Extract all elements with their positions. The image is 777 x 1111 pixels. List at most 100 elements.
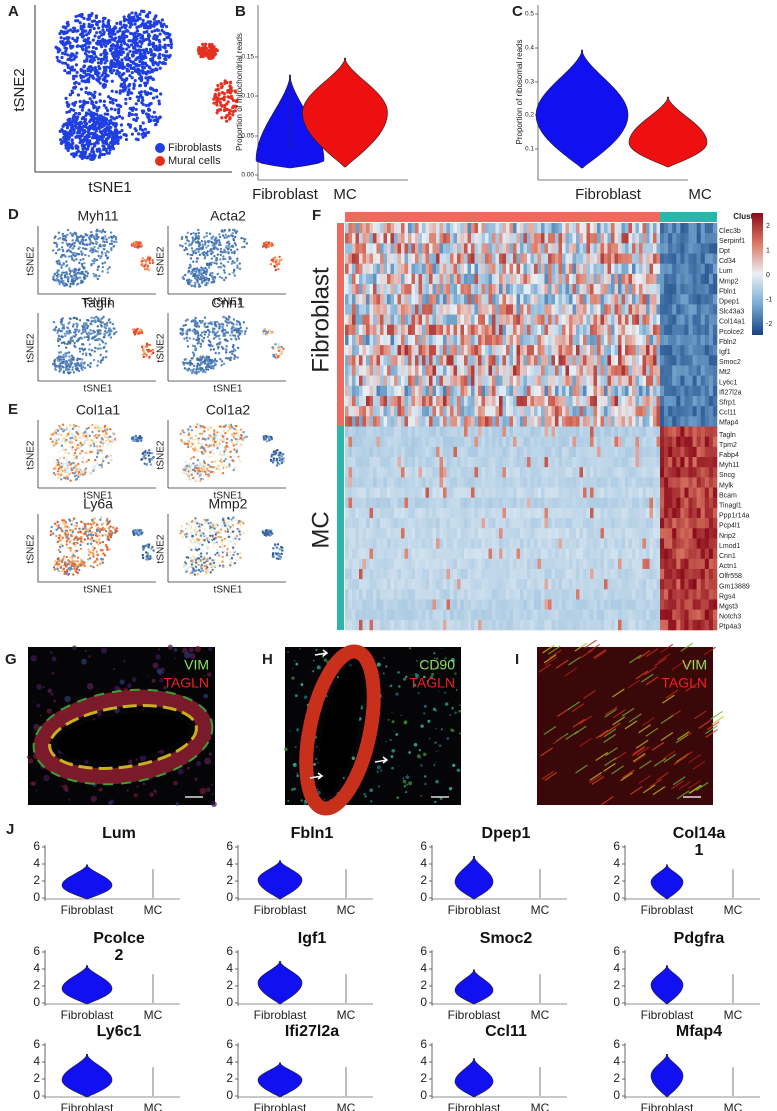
cell-point (192, 462, 194, 464)
cell-point (86, 40, 89, 43)
cell-point (54, 560, 56, 562)
cell-point (84, 254, 86, 256)
cell-point (139, 84, 142, 87)
cell-point (93, 275, 95, 277)
cell-point (85, 528, 87, 530)
cell-point (194, 349, 196, 351)
cell-point (92, 273, 94, 275)
cell-point (119, 136, 122, 139)
cell-point (271, 331, 273, 333)
cell-point (110, 107, 113, 110)
cell-point (66, 530, 68, 532)
cell-point (186, 236, 188, 238)
cell-point (55, 462, 57, 464)
cell-point (272, 259, 274, 261)
cell-point (151, 87, 154, 90)
cell-point (83, 262, 85, 264)
cell-point (66, 284, 68, 286)
cell-point (134, 127, 137, 130)
cell-point (60, 567, 62, 569)
cell-point (101, 437, 103, 439)
cell-point (131, 113, 134, 116)
cell-point (99, 53, 102, 56)
cell-point (222, 316, 224, 318)
cell-point (147, 33, 150, 36)
cell-point (278, 463, 280, 465)
cell-point (80, 445, 82, 447)
cell-point (101, 28, 104, 31)
cell-point (68, 41, 71, 44)
cell-point (142, 66, 145, 69)
cell-point (62, 354, 64, 356)
cell-point (92, 251, 94, 253)
cell-point (129, 50, 132, 53)
cell-point (190, 445, 192, 447)
cell-point (80, 558, 82, 560)
cell-point (60, 274, 62, 276)
cell-point (89, 158, 92, 161)
cell-point (236, 320, 238, 322)
cell-point (242, 431, 244, 433)
cell-point (53, 321, 55, 323)
cell-point (209, 451, 211, 453)
cell-point (81, 106, 84, 109)
cell-point (105, 254, 107, 256)
cell-point (277, 268, 279, 270)
cell-point (72, 281, 74, 283)
cell-point (188, 270, 190, 272)
cell-point (80, 548, 82, 550)
cell-point (109, 436, 111, 438)
cell-point (131, 54, 134, 57)
cell-point (148, 558, 150, 560)
cell-point (234, 335, 236, 337)
cell-point (85, 239, 87, 241)
cell-point (74, 254, 76, 256)
cell-point (66, 330, 68, 332)
cell-point (141, 34, 144, 37)
cell-point (205, 272, 207, 274)
cell-point (98, 534, 100, 536)
cell-point (85, 327, 87, 329)
cell-point (67, 547, 69, 549)
cell-point (207, 250, 209, 252)
cell-point (116, 527, 118, 529)
cell-point (77, 283, 79, 285)
y-axis-label: tSNE2 (26, 246, 37, 275)
cell-point (64, 467, 66, 469)
cell-point (182, 333, 184, 335)
cell-point (93, 317, 95, 319)
cell-point (138, 91, 141, 94)
cell-point (208, 279, 210, 281)
cell-point (66, 264, 68, 266)
cell-point (77, 253, 79, 255)
cell-point (106, 257, 108, 259)
cell-point (55, 326, 57, 328)
cell-point (215, 262, 217, 264)
y-axis-label: tSNE2 (26, 440, 37, 469)
cell-point (233, 469, 235, 471)
cell-point (195, 479, 197, 481)
cell-point (194, 517, 196, 519)
cell-point (65, 536, 67, 538)
cell-point (220, 434, 222, 436)
cell-point (190, 233, 192, 235)
cell-point (217, 266, 219, 268)
cell-point (112, 526, 114, 528)
cell-point (103, 434, 105, 436)
cell-point (101, 20, 104, 23)
cell-point (202, 425, 204, 427)
cell-point (235, 443, 237, 445)
cell-point (214, 239, 216, 241)
cell-point (277, 348, 279, 350)
cell-point (183, 436, 185, 438)
cell-point (139, 435, 141, 437)
cell-point (52, 363, 54, 365)
cell-point (104, 140, 107, 143)
cell-point (139, 330, 141, 332)
cell-point (183, 337, 185, 339)
cell-point (78, 338, 80, 340)
cell-point (206, 232, 208, 234)
cell-point (201, 544, 203, 546)
cell-point (201, 438, 203, 440)
